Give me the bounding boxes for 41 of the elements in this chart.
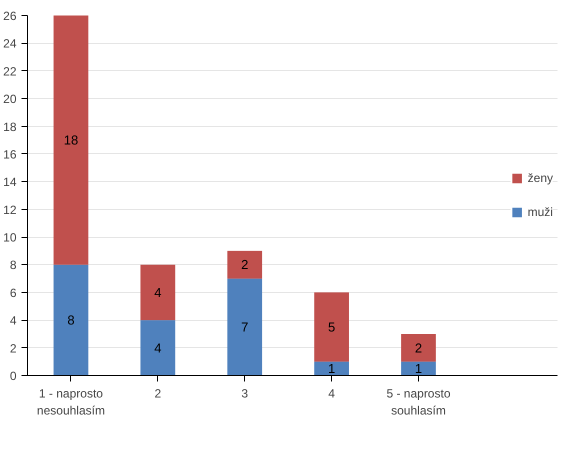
y-tick-label: 14 bbox=[3, 175, 17, 190]
bar bbox=[401, 334, 436, 362]
bar bbox=[54, 264, 88, 376]
data-label: 4 bbox=[154, 340, 162, 356]
y-tick-label: 26 bbox=[3, 9, 17, 23]
data-label: 4 bbox=[154, 284, 162, 300]
y-tick-label: 24 bbox=[3, 36, 17, 51]
x-tick-label: 5 - naprosto souhlasím bbox=[386, 386, 451, 418]
bar bbox=[54, 16, 88, 265]
y-tick-label: 22 bbox=[3, 64, 17, 78]
data-label: 5 bbox=[328, 320, 336, 335]
y-tick-label: 6 bbox=[10, 286, 17, 300]
bar bbox=[314, 292, 349, 362]
data-label: 2 bbox=[414, 340, 422, 356]
y-tick-label: 0 bbox=[10, 369, 17, 383]
y-tick-label: 4 bbox=[10, 314, 17, 328]
x-tick-label: 4 bbox=[328, 386, 336, 400]
bar bbox=[140, 320, 176, 376]
bar bbox=[314, 362, 349, 376]
bar bbox=[227, 278, 262, 376]
legend-label: muži bbox=[528, 205, 553, 219]
y-tick-label: 2 bbox=[10, 341, 17, 356]
y-tick-label: 12 bbox=[3, 202, 17, 217]
bar bbox=[401, 362, 436, 376]
data-label: 1 bbox=[414, 361, 422, 376]
y-tick-label: 10 bbox=[3, 230, 17, 245]
bar bbox=[140, 264, 176, 320]
data-label: 8 bbox=[67, 312, 75, 328]
x-tick-label: 2 bbox=[154, 386, 162, 400]
legend-label: ženy bbox=[528, 171, 553, 185]
data-label: 7 bbox=[241, 320, 248, 335]
bar bbox=[227, 250, 262, 279]
y-tick-label: 16 bbox=[3, 147, 17, 162]
data-label: 18 bbox=[64, 132, 78, 148]
data-label: 1 bbox=[328, 361, 336, 376]
y-tick-label: 8 bbox=[10, 258, 17, 272]
y-tick-label: 20 bbox=[3, 92, 17, 106]
x-tick-label: 3 bbox=[241, 386, 248, 400]
data-label: 2 bbox=[241, 257, 248, 272]
x-tick-label: 1 - naprosto nesouhlasím bbox=[36, 386, 105, 418]
y-tick-label: 18 bbox=[3, 120, 17, 134]
